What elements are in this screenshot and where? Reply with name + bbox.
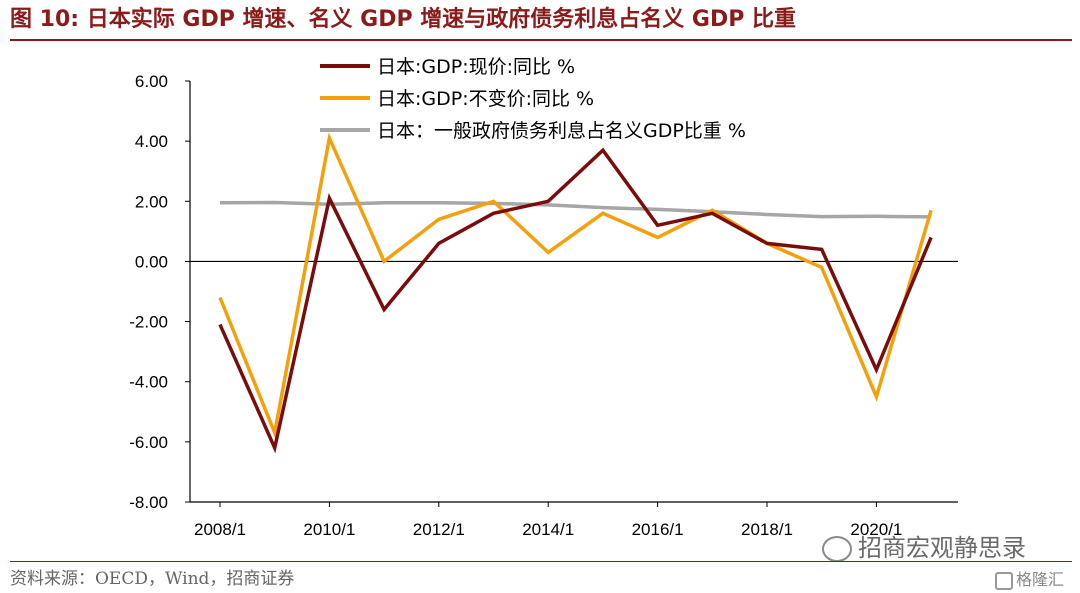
source-divider [10, 561, 1072, 562]
source-note: 资料来源：OECD，Wind，招商证券 [10, 569, 295, 589]
watermark-text: 招商宏观静思录 [858, 534, 1026, 562]
x-tick-label: 2010/1 [303, 520, 355, 539]
y-tick-label: -8.00 [129, 493, 168, 512]
y-tick-label: -6.00 [129, 433, 168, 452]
chart-lines [218, 132, 933, 454]
wechat-icon [822, 536, 852, 562]
chart-legend: 日本:GDP:现价:同比 % 日本:GDP:不变价:同比 % 日本：一般政府债务利息… [320, 56, 746, 142]
legend-label: 日本：一般政府债务利息占名义GDP比重 % [377, 120, 746, 142]
x-tick-label: 2008/1 [194, 520, 246, 539]
y-tick-label: -4.00 [129, 373, 168, 392]
legend-label: 日本:GDP:不变价:同比 % [377, 88, 594, 110]
y-tick-label: 6.00 [135, 72, 168, 91]
y-tick-label: 0.00 [135, 252, 168, 271]
title-divider [10, 39, 1072, 41]
figure-title: 图 10: 日本实际 GDP 增速、名义 GDP 增速与政府债务利息占名义 GD… [10, 7, 797, 32]
y-tick-label: 2.00 [135, 192, 168, 211]
logo: 格隆汇 [995, 566, 1064, 590]
series-line-3 [219, 200, 932, 219]
chart-axes: -8.00 -6.00 -4.00 -2.00 0.00 2.00 4.00 6.00 2008… [129, 72, 958, 539]
x-tick-label: 2014/1 [522, 520, 574, 539]
x-tick-label: 2016/1 [632, 520, 684, 539]
logo-icon [995, 571, 1013, 590]
series-line-1 [218, 147, 933, 454]
logo-text: 格隆汇 [1016, 570, 1065, 589]
x-tick-label: 2012/1 [413, 520, 465, 539]
y-tick-label: 4.00 [135, 132, 168, 151]
x-tick-label: 2018/1 [741, 520, 793, 539]
x-tick-label: 2020/1 [850, 520, 902, 539]
legend-label: 日本:GDP:现价:同比 % [377, 56, 575, 78]
y-tick-label: -2.00 [129, 313, 168, 332]
series-line-2 [218, 132, 933, 440]
watermark: 招商宏观静思录 [822, 528, 1026, 563]
